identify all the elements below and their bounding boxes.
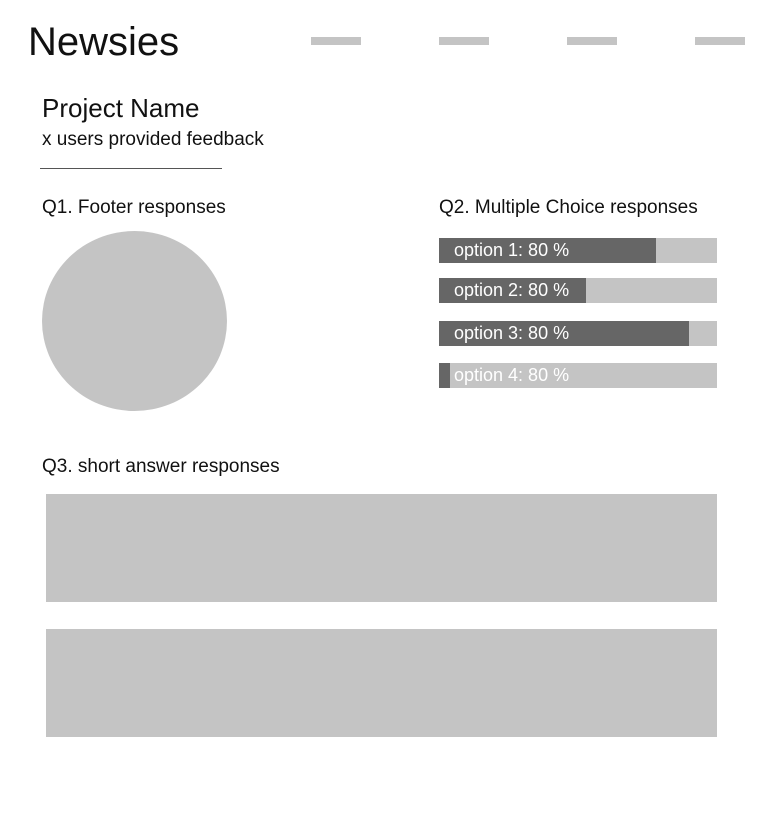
feedback-count: x users provided feedback	[42, 129, 264, 150]
q3-title: Q3. short answer responses	[42, 456, 280, 477]
q2-option-fill-4	[439, 363, 451, 388]
q2-option-label-2: option 2: 80 %	[454, 280, 570, 300]
nav-item-1[interactable]	[311, 37, 361, 45]
q2-option-fill-2	[439, 278, 587, 303]
app-brand[interactable]: Newsies	[28, 20, 180, 64]
q2-option-bar-1: option 1: 80 %	[439, 238, 717, 263]
short-answer-response-2	[46, 629, 717, 737]
q1-title: Q1. Footer responses	[42, 197, 226, 218]
q2-option-fill-3	[439, 321, 690, 346]
q2-option-label-1: option 1: 80 %	[454, 240, 570, 260]
q2-option-label-4: option 4: 80 %	[454, 365, 570, 385]
q2-option-bar-4: option 4: 80 %	[439, 363, 717, 388]
q2-option-bar-3: option 3: 80 %	[439, 321, 717, 346]
nav-item-3[interactable]	[567, 37, 617, 45]
q2-option-fill-1	[439, 238, 656, 263]
q2-title: Q2. Multiple Choice responses	[439, 197, 698, 218]
nav-item-2[interactable]	[439, 37, 489, 45]
project-title: Project Name	[42, 93, 200, 123]
short-answer-response-1	[46, 494, 717, 602]
divider	[40, 168, 222, 169]
q1-pie-chart	[42, 231, 227, 411]
q2-option-bar-2: option 2: 80 %	[439, 278, 717, 303]
q2-option-label-3: option 3: 80 %	[454, 323, 570, 343]
nav-item-4[interactable]	[695, 37, 745, 45]
